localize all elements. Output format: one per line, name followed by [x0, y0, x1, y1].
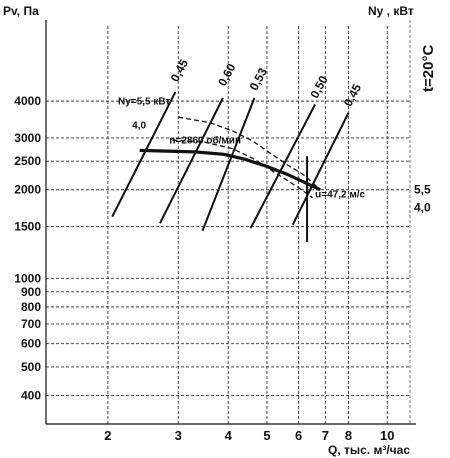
- power-curve-line: [178, 116, 321, 191]
- right-tick-label: 5,5: [414, 183, 431, 197]
- y-tick-label: 600: [21, 337, 41, 351]
- y-tick-label: 1500: [14, 220, 41, 234]
- y-tick-label: 500: [21, 360, 41, 374]
- y-tick-label: 700: [21, 317, 41, 331]
- x-tick-label: 6: [295, 428, 302, 443]
- x-tick-label: 7: [322, 428, 329, 443]
- x-axis-label: Q, тыс. м³/час: [328, 443, 410, 457]
- efficiency-line: [111, 91, 177, 218]
- y-axis-label: Pv, Па: [3, 4, 39, 18]
- efficiency-label: 0,45: [168, 57, 191, 84]
- chart-labels: Pv, Па Ny , кВт Q, тыс. м³/час t=20°C 2 3…: [3, 4, 437, 457]
- efficiency-line: [159, 97, 224, 224]
- y-tick-label: 2000: [14, 183, 41, 197]
- efficiency-label: 0,45: [341, 81, 364, 108]
- x-tick-label: 8: [345, 428, 352, 443]
- temperature-label: t=20°C: [420, 45, 437, 92]
- annotation-label: n=2860 об/мин: [169, 135, 241, 147]
- power-curve-line: [172, 139, 313, 199]
- y-tick-label: 400: [21, 388, 41, 402]
- efficiency-line: [291, 112, 350, 226]
- x-tick-label: 3: [175, 428, 182, 443]
- x-tick-label: 2: [104, 428, 111, 443]
- efficiency-line: [249, 103, 316, 229]
- fan-curve-line: [139, 148, 321, 192]
- y-tick-label: 800: [21, 300, 41, 314]
- efficiency-label: 0,50: [307, 73, 330, 100]
- plot-frame: [45, 20, 416, 425]
- x-tick-label: 10: [380, 428, 394, 443]
- annotation-label: 4,0: [132, 120, 146, 131]
- y-tick-label: 3000: [14, 131, 41, 145]
- y-tick-label: 2500: [14, 154, 41, 168]
- annotation-label: u=47,2 м/с: [315, 190, 365, 201]
- y-tick-label: 1000: [14, 271, 41, 285]
- y-tick-label: 4000: [14, 94, 41, 108]
- grid: [46, 26, 410, 424]
- chart-marks: [111, 91, 350, 242]
- y-tick-label: 900: [21, 285, 41, 299]
- x-tick-label: 4: [225, 428, 233, 443]
- annotation-label: Ny=5,5 кВт: [118, 96, 170, 107]
- right-axis-label: Ny , кВт: [368, 4, 414, 18]
- efficiency-label: 0,60: [215, 61, 238, 88]
- right-tick-label: 4,0: [414, 201, 431, 215]
- efficiency-line: [201, 97, 256, 232]
- x-tick-label: 5: [263, 428, 270, 443]
